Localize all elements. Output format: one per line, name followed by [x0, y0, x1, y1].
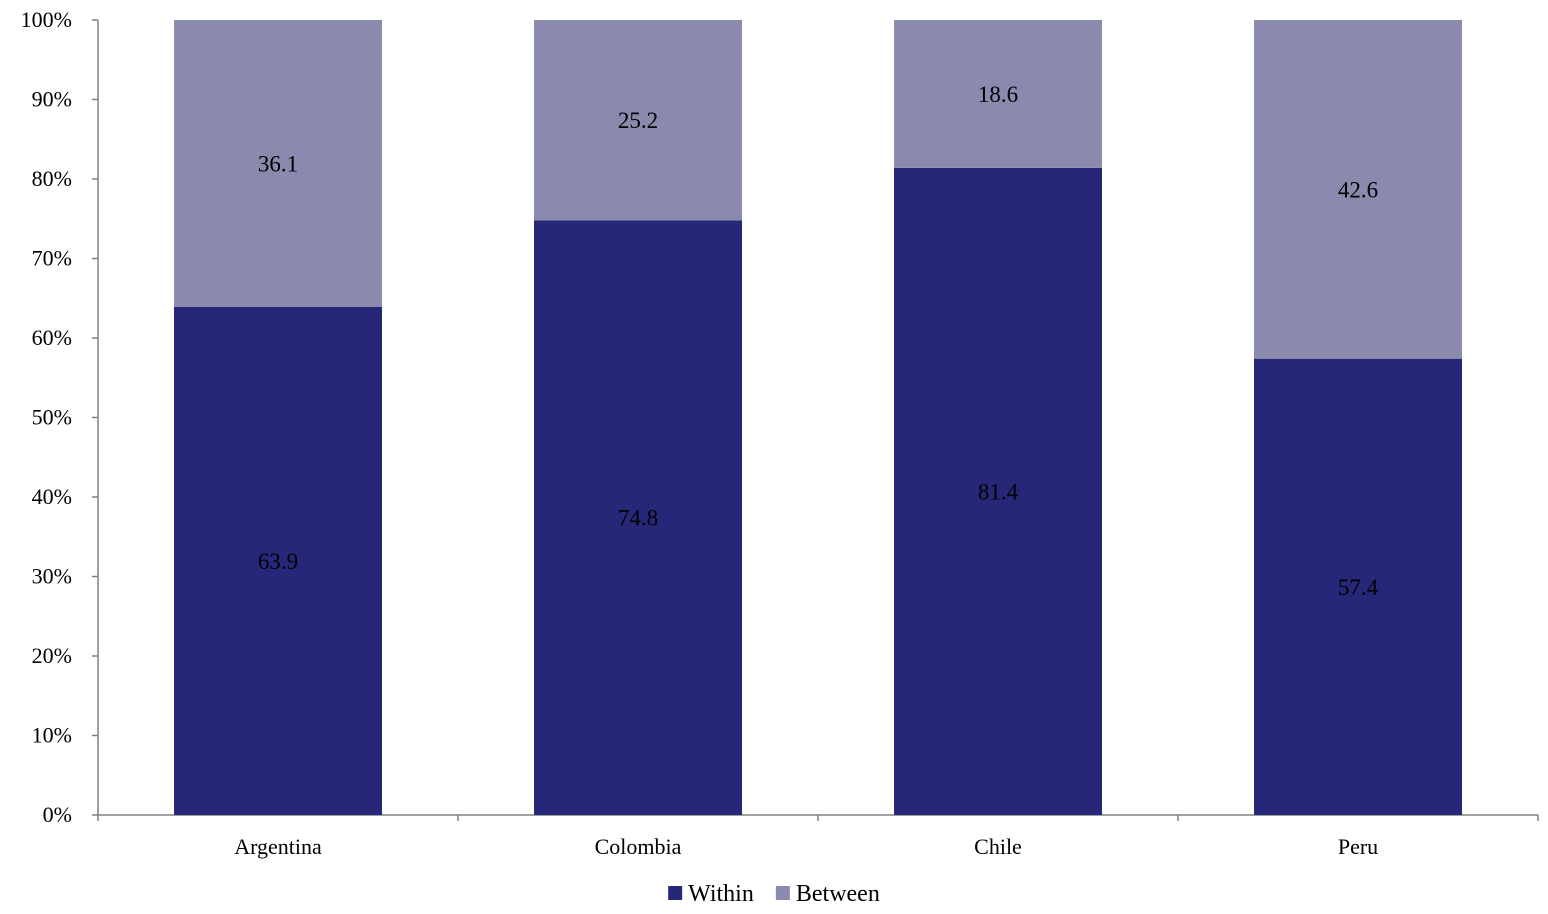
- y-tick-label: 0%: [43, 802, 72, 827]
- x-tick-label: Colombia: [595, 834, 682, 859]
- legend: Within Between: [668, 881, 880, 907]
- y-tick-label: 20%: [32, 643, 72, 668]
- y-tick-label: 10%: [32, 723, 72, 748]
- bar-segment-between: [894, 20, 1102, 168]
- legend-swatch-within: [668, 886, 683, 900]
- bar-segment-between: [534, 20, 742, 221]
- y-tick-label: 70%: [32, 246, 72, 271]
- data-label-within: 81.4: [978, 479, 1019, 504]
- x-tick-label: Peru: [1338, 834, 1378, 859]
- x-tick-labels: Argentina Colombia Chile Peru: [234, 834, 1378, 859]
- data-label-between: 42.6: [1338, 177, 1378, 202]
- y-tick-label: 90%: [32, 87, 72, 112]
- y-tick-label: 80%: [32, 166, 72, 191]
- data-label-within: 74.8: [618, 506, 658, 531]
- bar-segment-within: [174, 306, 382, 815]
- y-axis: 0% 10% 20% 30% 40% 50% 60% 70% 80% 90% 100%: [21, 7, 99, 827]
- data-label-within: 63.9: [258, 549, 298, 574]
- y-tick-label: 60%: [32, 325, 72, 350]
- bar-segment-within: [894, 167, 1102, 815]
- bars: [174, 20, 1462, 816]
- bar-segment-within: [1254, 358, 1462, 815]
- x-axis: [97, 814, 1539, 821]
- y-tick-label: 40%: [32, 484, 72, 509]
- data-label-between: 25.2: [618, 108, 658, 133]
- bar-segment-between: [174, 20, 382, 307]
- bar-labels: 63.9 36.1 74.8 25.2 81.4 18.6 57.4 42.6: [258, 82, 1379, 600]
- x-tick-label: Argentina: [234, 834, 322, 859]
- data-label-between: 18.6: [978, 82, 1018, 107]
- x-tick-label: Chile: [974, 834, 1022, 859]
- legend-label-within: Within: [688, 881, 754, 907]
- y-tick-label: 50%: [32, 405, 72, 430]
- y-tick-label: 100%: [21, 7, 72, 32]
- y-tick-label: 30%: [32, 564, 72, 589]
- bar-segment-between: [1254, 20, 1462, 359]
- data-label-within: 57.4: [1338, 575, 1379, 600]
- legend-swatch-between: [775, 886, 790, 900]
- data-label-between: 36.1: [258, 151, 298, 176]
- legend-label-between: Between: [796, 881, 880, 907]
- bar-segment-within: [534, 220, 742, 816]
